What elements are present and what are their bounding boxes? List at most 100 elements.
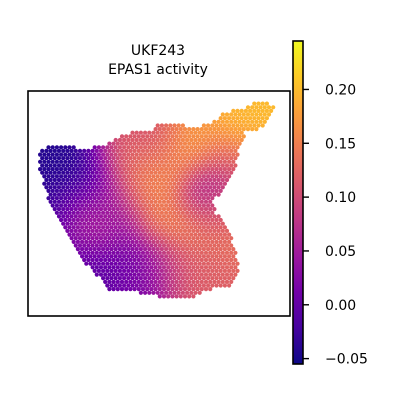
spot bbox=[122, 196, 127, 201]
spot bbox=[82, 156, 87, 161]
spot bbox=[105, 247, 110, 252]
spot bbox=[103, 221, 108, 226]
spot bbox=[197, 167, 202, 172]
spot bbox=[243, 123, 248, 128]
spot bbox=[63, 181, 68, 186]
spot bbox=[218, 217, 223, 223]
spot bbox=[191, 221, 196, 226]
spot bbox=[233, 250, 238, 255]
spot bbox=[208, 250, 213, 255]
spot bbox=[224, 163, 230, 168]
spot bbox=[157, 287, 162, 292]
spot bbox=[187, 221, 192, 226]
spot bbox=[233, 163, 238, 168]
spot bbox=[197, 130, 202, 135]
spot bbox=[151, 137, 156, 143]
spot bbox=[65, 192, 70, 197]
spot bbox=[178, 141, 183, 146]
spot bbox=[166, 163, 171, 168]
spot bbox=[42, 152, 47, 157]
spot bbox=[50, 181, 55, 186]
spot bbox=[197, 137, 202, 143]
spot bbox=[178, 279, 183, 284]
spot bbox=[176, 210, 181, 215]
spot bbox=[147, 290, 152, 295]
spot bbox=[50, 145, 55, 150]
spot bbox=[136, 156, 141, 161]
spot bbox=[166, 199, 171, 204]
spot bbox=[224, 148, 230, 153]
spot bbox=[180, 130, 185, 135]
spot bbox=[82, 207, 87, 212]
spot bbox=[117, 225, 122, 230]
spot bbox=[229, 257, 234, 263]
spot bbox=[138, 283, 143, 288]
spot bbox=[130, 188, 135, 193]
spot bbox=[166, 170, 171, 175]
spot bbox=[231, 268, 236, 273]
spot bbox=[143, 232, 148, 237]
spot bbox=[189, 167, 194, 172]
spot bbox=[164, 167, 169, 172]
spot bbox=[153, 170, 158, 175]
spot bbox=[174, 272, 179, 277]
spot bbox=[124, 243, 129, 248]
spot bbox=[180, 283, 185, 288]
spot bbox=[176, 181, 181, 186]
spot bbox=[201, 261, 206, 266]
spot bbox=[109, 268, 114, 273]
spot bbox=[115, 279, 120, 284]
spot bbox=[101, 159, 106, 164]
spot bbox=[138, 290, 143, 295]
spot bbox=[174, 207, 179, 212]
spot bbox=[109, 145, 114, 150]
spot bbox=[98, 185, 104, 190]
spot bbox=[126, 210, 131, 215]
spot bbox=[75, 174, 80, 179]
spot bbox=[195, 236, 200, 241]
spot bbox=[191, 148, 196, 153]
spot bbox=[178, 243, 183, 248]
spot bbox=[130, 232, 135, 237]
spot bbox=[48, 156, 53, 161]
spot bbox=[140, 199, 146, 204]
spot bbox=[195, 228, 200, 233]
spot bbox=[88, 254, 93, 259]
spot bbox=[187, 163, 192, 168]
spot bbox=[122, 247, 127, 252]
spot bbox=[210, 123, 215, 128]
spot bbox=[101, 167, 106, 172]
spot bbox=[140, 214, 146, 219]
spot bbox=[182, 207, 188, 212]
spot bbox=[256, 116, 261, 121]
spot bbox=[147, 210, 152, 215]
spot bbox=[155, 290, 160, 295]
spot bbox=[107, 170, 112, 175]
spot bbox=[176, 225, 181, 230]
spot bbox=[75, 232, 80, 237]
spot bbox=[250, 112, 255, 117]
spot bbox=[115, 272, 120, 277]
spot bbox=[224, 228, 230, 233]
spot bbox=[111, 192, 116, 197]
spot bbox=[65, 207, 70, 212]
spot bbox=[119, 141, 125, 146]
spot bbox=[88, 261, 93, 266]
spot bbox=[90, 214, 95, 219]
spot bbox=[185, 159, 190, 164]
spot bbox=[77, 221, 83, 226]
spot bbox=[178, 192, 183, 197]
spot bbox=[185, 203, 190, 208]
spot bbox=[126, 145, 131, 150]
spot bbox=[132, 265, 137, 270]
spot bbox=[138, 268, 143, 273]
spot bbox=[86, 148, 91, 153]
spot bbox=[82, 170, 87, 175]
spot bbox=[75, 196, 80, 201]
spot bbox=[107, 163, 112, 168]
spot bbox=[155, 196, 160, 201]
spot bbox=[189, 159, 194, 164]
spot bbox=[98, 265, 104, 270]
spot bbox=[101, 181, 106, 186]
spot bbox=[193, 276, 198, 281]
